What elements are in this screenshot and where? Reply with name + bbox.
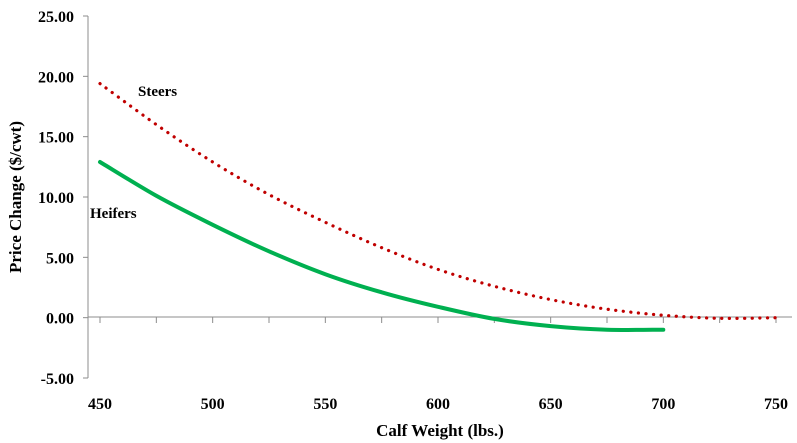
x-tick-label: 450: [88, 396, 112, 413]
y-tick-label: -5.00: [41, 371, 74, 388]
x-tick-label: 500: [201, 396, 225, 413]
y-tick-group: -5.00 0.00 5.00 10.00 15.00 20.00 25.00: [38, 9, 88, 388]
steers-label: Steers: [138, 84, 177, 100]
heifers-label: Heifers: [90, 206, 137, 222]
series-group: [98, 82, 778, 332]
y-tick-label: 15.00: [38, 130, 74, 147]
y-tick-label: 20.00: [38, 69, 74, 86]
x-tick-label: 650: [539, 396, 563, 413]
x-tick-group: 450 500 550 600 650 700 750: [88, 317, 788, 413]
x-tick-label: 750: [764, 396, 788, 413]
x-tick-label: 700: [651, 396, 675, 413]
x-tick-label: 550: [313, 396, 337, 413]
y-axis-title: Price Change ($/cwt): [6, 121, 25, 273]
y-tick-label: 25.00: [38, 9, 74, 26]
x-axis-title: Calf Weight (lbs.): [376, 421, 504, 440]
y-tick-label: 10.00: [38, 190, 74, 207]
y-tick-label: 5.00: [46, 250, 74, 267]
plot-area: -5.00 0.00 5.00 10.00 15.00 20.00 25.00 450 500…: [38, 9, 792, 413]
series-line-steers: [98, 82, 778, 320]
x-tick-label: 600: [426, 396, 450, 413]
series-line-heifers: [98, 160, 666, 332]
y-tick-label: 0.00: [46, 311, 74, 328]
